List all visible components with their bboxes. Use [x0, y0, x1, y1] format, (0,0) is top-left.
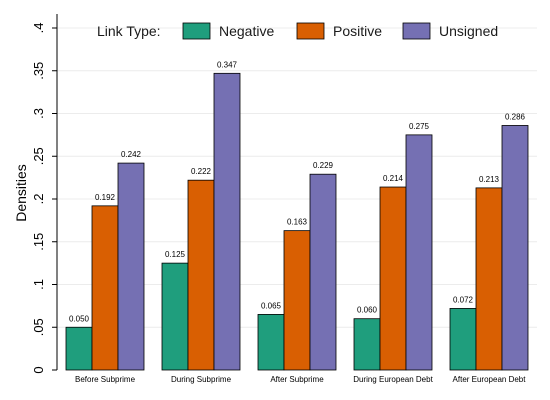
- x-category-label: During European Debt: [353, 375, 433, 384]
- y-tick-label: .15: [31, 233, 46, 251]
- x-category-label: After European Debt: [453, 375, 527, 384]
- legend-label-positive: Positive: [333, 23, 382, 39]
- x-category-label: During Subprime: [171, 375, 232, 384]
- bar-negative: [449, 308, 477, 371]
- bar-unsigned: [117, 162, 145, 371]
- bar-value-label: 0.222: [191, 167, 212, 176]
- bar-positive: [475, 187, 503, 371]
- y-tick-label: .35: [31, 62, 46, 80]
- bar-value-label: 0.275: [409, 122, 430, 131]
- bar-positive: [187, 179, 215, 371]
- bar-negative: [161, 262, 189, 371]
- y-tick-label: .25: [31, 147, 46, 165]
- bar-value-label: 0.242: [121, 150, 142, 159]
- bar-positive: [379, 186, 407, 371]
- bars: 0.050 0.192 0.242 0.125 0.222 0.347 0.065 0.163…: [65, 60, 529, 371]
- bar-value-label: 0.229: [313, 161, 334, 170]
- y-axis-label: Densities: [13, 164, 29, 222]
- legend-label-negative: Negative: [219, 23, 274, 39]
- y-tick-label: .2: [31, 194, 46, 205]
- bar-value-label: 0.214: [383, 174, 404, 183]
- bar-negative: [353, 318, 381, 371]
- bar-unsigned: [405, 134, 433, 371]
- bar-value-label: 0.125: [165, 250, 186, 259]
- bar-value-label: 0.213: [479, 175, 500, 184]
- y-tick-label: 0: [31, 366, 46, 373]
- x-category-label: Before Subprime: [75, 375, 136, 384]
- legend-title: Link Type:: [97, 23, 161, 39]
- bar-value-label: 0.192: [95, 193, 116, 202]
- x-category-label: After Subprime: [270, 375, 324, 384]
- bar-unsigned: [501, 125, 529, 371]
- bar-value-label: 0.060: [357, 306, 378, 315]
- bar-value-label: 0.050: [69, 314, 90, 323]
- y-tick-label: .3: [31, 108, 46, 119]
- bar-negative: [257, 314, 285, 371]
- legend-swatch-negative: [182, 22, 211, 40]
- bar-positive: [283, 230, 311, 371]
- legend-label-unsigned: Unsigned: [439, 23, 498, 39]
- y-tick-label: .1: [31, 279, 46, 290]
- legend-swatch-unsigned: [402, 22, 431, 40]
- bar-positive: [91, 205, 119, 371]
- bar-value-label: 0.065: [261, 301, 282, 310]
- bar-value-label: 0.072: [453, 295, 474, 304]
- legend-swatch-positive: [296, 22, 325, 40]
- bar-unsigned: [309, 173, 337, 371]
- bar-value-label: 0.347: [217, 60, 238, 69]
- legend: Link Type: Negative Positive Unsigned: [97, 22, 498, 40]
- bar-negative: [65, 326, 93, 371]
- bar-unsigned: [213, 72, 241, 371]
- bar-value-label: 0.286: [505, 112, 526, 121]
- axes: 0 .05 .1 .15 .2 .25 .3 .35 .4 Before Subprime Duri…: [31, 14, 526, 384]
- y-tick-label: .4: [31, 23, 46, 34]
- y-tick-label: .05: [31, 318, 46, 336]
- bar-value-label: 0.163: [287, 218, 308, 227]
